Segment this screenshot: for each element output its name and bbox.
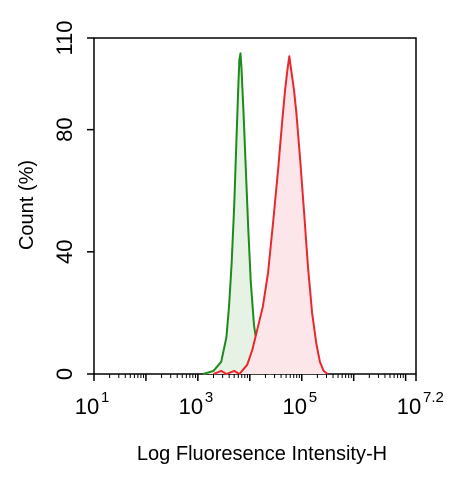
series-2-line xyxy=(213,55,329,375)
x-tick-label: 10 1 xyxy=(75,389,110,419)
plot-area xyxy=(93,37,417,375)
y-tick-label: 40 xyxy=(52,240,77,264)
x-tick-label: 10 5 xyxy=(282,389,317,419)
y-tick-label: 80 xyxy=(52,117,77,141)
x-tick-exponent: 7.2 xyxy=(423,389,444,406)
x-tick-exponent: 5 xyxy=(309,389,317,406)
y-tick-label: 110 xyxy=(52,20,77,55)
x-tick-base: 10 xyxy=(282,394,306,419)
x-tick-base: 10 xyxy=(397,394,421,419)
x-tick-exponent: 1 xyxy=(101,389,109,406)
x-tick-exponent: 3 xyxy=(205,389,213,406)
y-axis-label: Count (%) xyxy=(16,160,38,250)
x-tick-base: 10 xyxy=(179,394,203,419)
x-tick-label: 10 7.2 xyxy=(397,389,444,419)
y-tick-label: 0 xyxy=(52,368,77,380)
x-tick-base: 10 xyxy=(75,394,99,419)
series-layer xyxy=(202,52,329,375)
x-tick-label: 10 3 xyxy=(179,389,214,419)
x-axis-label: Log Fluoresence Intensity-H xyxy=(137,443,387,465)
plot-frame xyxy=(93,37,417,375)
series-2-fill xyxy=(213,56,328,375)
series-1-fill xyxy=(203,53,271,375)
